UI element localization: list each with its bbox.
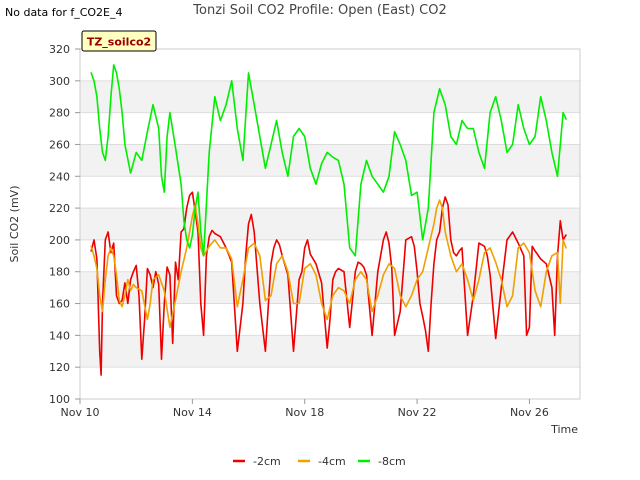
series-lines (90, 64, 567, 376)
y-tick-label: 240 (49, 170, 70, 183)
series-line-minus-2cm (90, 191, 567, 376)
y-tick-label: 120 (49, 361, 70, 374)
series-line-minus-4cm (90, 199, 567, 329)
series-line-minus-8cm (90, 64, 567, 257)
legend-label: -2cm (253, 455, 281, 468)
y-tick-label: 300 (49, 75, 70, 88)
y-tick-label: 200 (49, 234, 70, 247)
legend-label: -8cm (378, 455, 406, 468)
chart-title: Tonzi Soil CO2 Profile: Open (East) CO2 (193, 3, 447, 18)
x-axis: Nov 10 Nov 14 Nov 18 Nov 22 Nov 26 (61, 399, 549, 419)
x-tick-label: Nov 10 (61, 406, 100, 419)
x-tick-label: Nov 14 (173, 406, 212, 419)
x-tick-label: Nov 26 (510, 406, 549, 419)
y-tick-label: 100 (49, 393, 70, 406)
legend: -2cm -4cm -8cm (233, 455, 406, 468)
legend-label: -4cm (318, 455, 346, 468)
x-axis-label: Time (550, 423, 578, 436)
x-tick-label: Nov 18 (285, 406, 324, 419)
y-axis: 100 120 140 160 180 200 220 240 260 280 300 320 (49, 43, 80, 406)
y-tick-label: 320 (49, 43, 70, 56)
site-label: TZ_soilco2 (87, 36, 151, 49)
y-tick-label: 180 (49, 266, 70, 279)
legend-item: -8cm (358, 455, 406, 468)
grid-band (80, 208, 580, 240)
y-axis-label: Soil CO2 (mV) (8, 186, 21, 263)
grid-band (80, 144, 580, 177)
no-data-message: No data for f_CO2E_4 (5, 6, 123, 19)
x-tick-label: Nov 22 (398, 406, 437, 419)
legend-item: -2cm (233, 455, 281, 468)
grid-band (80, 335, 580, 368)
y-tick-label: 260 (49, 138, 70, 151)
y-tick-label: 140 (49, 329, 70, 342)
plot-background-bands (80, 80, 580, 368)
site-label-box: TZ_soilco2 (81, 30, 157, 52)
y-tick-label: 280 (49, 107, 70, 120)
y-tick-label: 220 (49, 202, 70, 215)
grid-band (80, 80, 580, 113)
y-tick-label: 160 (49, 298, 70, 311)
legend-item: -4cm (298, 455, 346, 468)
plot-frame (79, 48, 581, 400)
